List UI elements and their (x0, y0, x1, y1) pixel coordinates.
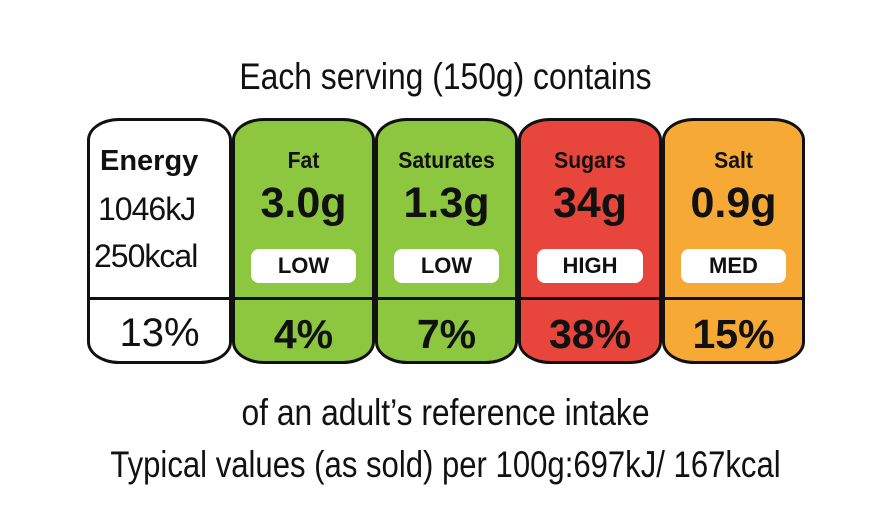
saturates-cell: Saturates 1.3g LOW 7% (375, 118, 518, 364)
level-badge: LOW (394, 249, 499, 283)
nutrient-percent: 7% (416, 311, 477, 357)
cell-divider (378, 297, 515, 300)
nutrient-name: Saturates (398, 147, 495, 173)
salt-cell: Salt 0.9g MED 15% (662, 118, 805, 364)
nutrient-name: Salt (714, 147, 753, 173)
energy-label: Energy (100, 145, 199, 177)
sugars-cell: Sugars 34g HIGH 38% (518, 118, 662, 364)
nutrient-percent: 4% (273, 311, 334, 357)
serving-heading: Each serving (150g) contains (239, 56, 652, 97)
nutrient-percent: 38% (548, 311, 632, 357)
nutrient-amount: 3.0g (260, 179, 347, 227)
cell-divider (665, 297, 802, 300)
level-badge: HIGH (537, 249, 643, 283)
energy-percent: 13% (119, 311, 200, 355)
cell-divider (235, 297, 372, 300)
nutrient-amount: 34g (552, 179, 628, 227)
cell-divider (90, 297, 229, 300)
energy-kj: 1046kJ (98, 191, 196, 227)
level-badge: MED (681, 249, 786, 283)
nutrient-amount: 1.3g (403, 179, 490, 227)
nutrient-name: Sugars (554, 147, 626, 173)
level-badge: LOW (251, 249, 356, 283)
nutrient-name: Fat (287, 147, 320, 173)
nutrient-amount: 0.9g (690, 179, 777, 227)
energy-kcal: 250kcal (94, 238, 198, 274)
nutrition-label: Energy 1046kJ 250kcal 13% Fat 3.0g LOW 4… (87, 118, 807, 368)
nutrient-percent: 15% (692, 311, 775, 357)
cell-divider (521, 297, 659, 300)
fat-cell: Fat 3.0g LOW 4% (232, 118, 375, 364)
typical-values-footer: Typical values (as sold) per 100g:697kJ/… (110, 444, 781, 485)
reference-intake-caption: of an adult’s reference intake (241, 392, 650, 433)
energy-cell: Energy 1046kJ 250kcal 13% (87, 118, 232, 364)
